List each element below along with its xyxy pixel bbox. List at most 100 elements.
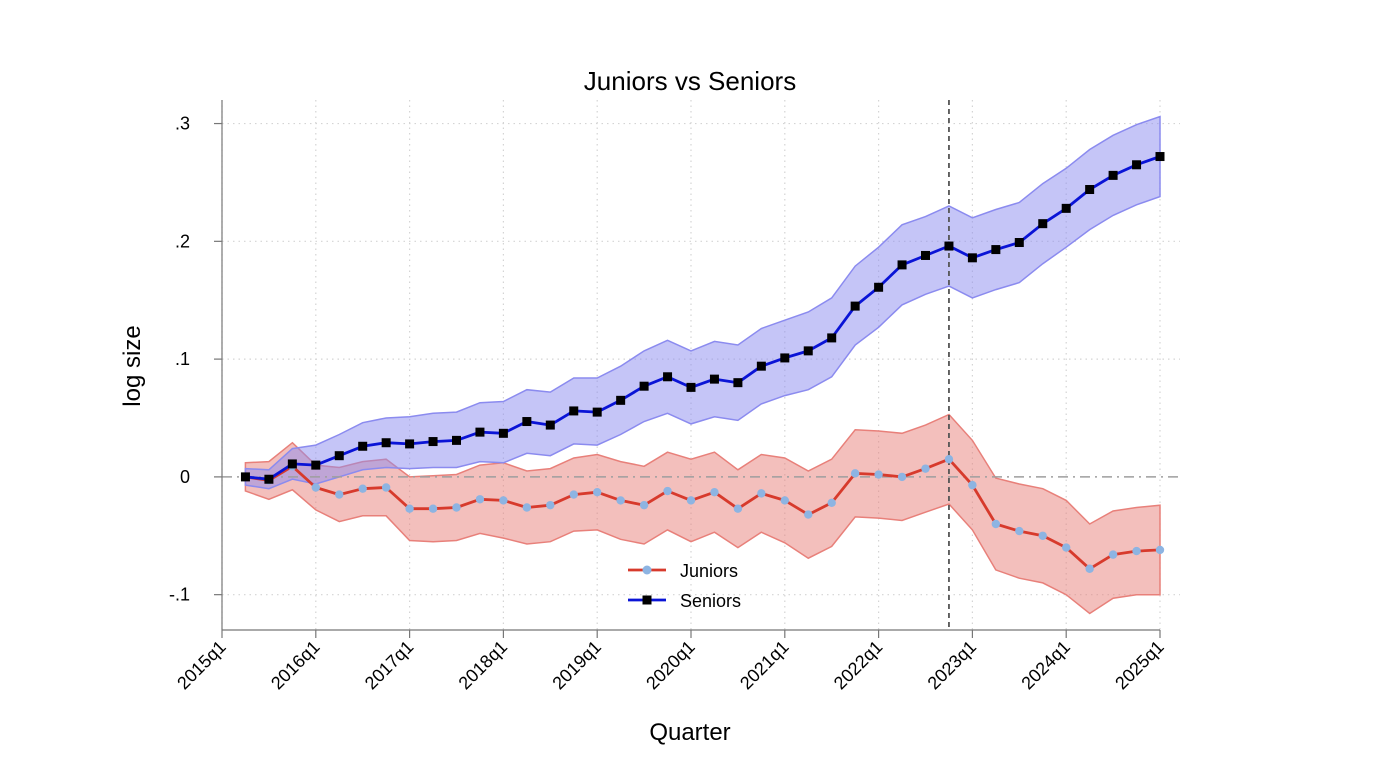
juniors-point — [686, 496, 696, 505]
y-axis-title: log size — [119, 325, 146, 406]
juniors-point — [968, 480, 977, 490]
seniors-point — [780, 353, 790, 363]
x-tick-label: 2019q1 — [548, 637, 605, 694]
juniors-point — [522, 503, 532, 512]
juniors-point — [1085, 564, 1094, 573]
x-tick-label: 2025q1 — [1111, 637, 1168, 694]
seniors-point — [498, 428, 508, 438]
juniors-point — [780, 496, 789, 505]
seniors-point — [522, 417, 532, 427]
seniors-point — [709, 374, 719, 384]
seniors-point — [944, 241, 954, 251]
juniors-point — [499, 496, 508, 505]
juniors-point — [546, 500, 555, 510]
seniors-point — [733, 378, 743, 388]
y-tick-label: .2 — [175, 231, 190, 251]
seniors-point — [756, 361, 766, 371]
juniors-point — [639, 500, 649, 510]
seniors-point — [686, 382, 696, 392]
seniors-point — [1155, 152, 1165, 162]
x-axis-title: Quarter — [649, 719, 730, 746]
x-tick-label: 2017q1 — [361, 637, 418, 694]
seniors-point — [827, 333, 837, 343]
x-tick-label: 2024q1 — [1017, 637, 1074, 694]
x-tick-label: 2018q1 — [455, 637, 512, 694]
juniors-point — [381, 483, 391, 492]
seniors-point — [545, 420, 555, 430]
juniors-legend-marker — [642, 565, 652, 575]
juniors-line — [245, 457, 1161, 571]
confidence-bands — [244, 115, 1161, 615]
juniors-point — [663, 486, 672, 496]
seniors-point — [311, 460, 321, 470]
juniors-point — [804, 510, 813, 519]
juniors-point — [358, 484, 367, 493]
series-markers — [240, 152, 1165, 573]
legend: Juniors Seniors — [628, 561, 741, 611]
juniors-point — [921, 464, 930, 473]
seniors-point — [240, 472, 250, 482]
seniors-point — [1014, 238, 1024, 248]
seniors-point — [1108, 170, 1118, 180]
x-tick-label: 2022q1 — [830, 637, 887, 694]
seniors-point — [897, 260, 907, 270]
seniors-point — [850, 301, 860, 311]
seniors-point — [663, 372, 673, 382]
juniors-point — [428, 504, 438, 513]
seniors-point — [874, 282, 884, 292]
juniors-point — [944, 455, 954, 464]
juniors-point — [593, 488, 602, 497]
juniors-legend-label: Juniors — [680, 561, 738, 581]
juniors-point — [452, 503, 461, 512]
juniors-point — [827, 498, 836, 507]
seniors-point — [334, 451, 344, 461]
juniors-point — [850, 469, 860, 478]
juniors-ci-band — [244, 413, 1161, 615]
juniors-point — [569, 490, 578, 499]
juniors-point — [475, 495, 485, 504]
seniors-point — [991, 245, 1001, 255]
seniors-point — [264, 474, 274, 484]
juniors-point — [1038, 531, 1047, 540]
juniors-point — [311, 483, 320, 492]
juniors-point — [897, 472, 907, 482]
seniors-point — [405, 439, 415, 449]
juniors-point — [1108, 550, 1118, 559]
seniors-line — [245, 155, 1161, 481]
x-tick-label: 2020q1 — [642, 637, 699, 694]
juniors-point — [616, 496, 625, 505]
seniors-point — [803, 346, 813, 356]
x-tick-label: 2023q1 — [924, 637, 981, 694]
x-tick-label: 2021q1 — [736, 637, 793, 694]
seniors-point — [475, 427, 485, 437]
seniors-point — [428, 437, 438, 447]
seniors-point — [967, 253, 977, 263]
series-lines — [245, 155, 1161, 571]
seniors-point — [287, 459, 297, 469]
seniors-point — [616, 395, 626, 405]
seniors-point — [1132, 160, 1142, 170]
y-tick-label: -.1 — [169, 585, 190, 605]
y-tick-label: 0 — [180, 467, 190, 487]
juniors-point — [710, 488, 719, 497]
reference-lines — [222, 100, 1180, 630]
juniors-point — [991, 519, 1001, 529]
seniors-legend-label: Seniors — [680, 591, 741, 611]
chart-title: Juniors vs Seniors — [584, 66, 796, 96]
seniors-point — [639, 381, 649, 391]
juniors-point — [874, 470, 883, 479]
juniors-point — [405, 504, 414, 513]
juniors-point — [1132, 546, 1141, 556]
seniors-point — [921, 250, 930, 260]
y-tick-label: .1 — [175, 349, 190, 369]
x-tick-label: 2015q1 — [173, 637, 230, 694]
seniors-point — [358, 441, 368, 451]
seniors-point — [1038, 219, 1048, 229]
juniors-point — [335, 490, 344, 499]
x-tick-label: 2016q1 — [267, 637, 324, 694]
seniors-point — [1061, 203, 1071, 213]
seniors-point — [1085, 185, 1095, 195]
juniors-point — [733, 504, 743, 513]
